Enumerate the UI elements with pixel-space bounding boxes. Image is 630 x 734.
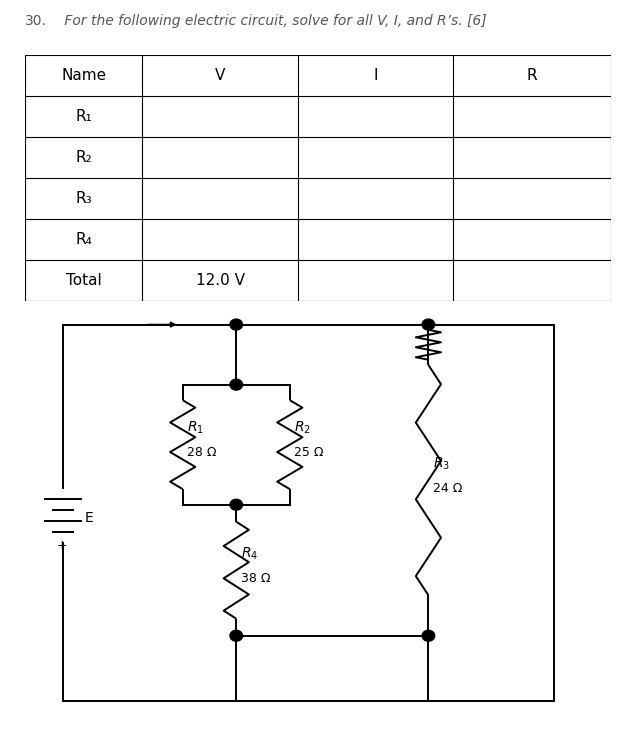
Text: For the following electric circuit, solve for all V, I, and R’s. [6]: For the following electric circuit, solv… [60, 15, 486, 29]
Text: 25 Ω: 25 Ω [294, 446, 324, 459]
Text: R: R [527, 68, 537, 83]
Text: V: V [215, 68, 225, 83]
Text: 24 Ω: 24 Ω [433, 482, 462, 495]
Text: 38 Ω: 38 Ω [241, 572, 270, 585]
Text: I: I [373, 68, 377, 83]
Text: $R_2$: $R_2$ [294, 420, 311, 437]
Text: $R_3$: $R_3$ [433, 456, 450, 472]
Text: 28 Ω: 28 Ω [187, 446, 217, 459]
Text: R₂: R₂ [76, 150, 92, 165]
Text: $R_1$: $R_1$ [187, 420, 204, 437]
Circle shape [422, 319, 435, 330]
Circle shape [230, 631, 243, 642]
Text: E: E [85, 512, 94, 526]
Text: R₄: R₄ [76, 232, 92, 247]
Text: 12.0 V: 12.0 V [195, 273, 244, 288]
Circle shape [422, 631, 435, 642]
Circle shape [230, 379, 243, 390]
Text: +: + [57, 539, 67, 552]
Text: R₃: R₃ [76, 191, 92, 206]
Text: 30.: 30. [25, 15, 47, 29]
Circle shape [230, 319, 243, 330]
Text: $R_4$: $R_4$ [241, 545, 258, 562]
Text: Total: Total [66, 273, 101, 288]
Text: Name: Name [61, 68, 106, 83]
Text: R₁: R₁ [76, 109, 92, 124]
Circle shape [230, 499, 243, 510]
